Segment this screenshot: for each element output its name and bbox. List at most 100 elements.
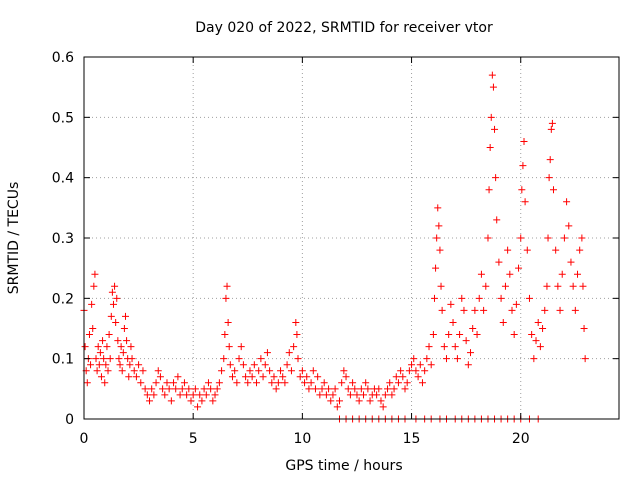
data-point xyxy=(467,349,475,357)
data-point xyxy=(105,331,113,339)
y-tick-label: 0 xyxy=(65,412,74,428)
data-point xyxy=(453,355,461,363)
data-point xyxy=(261,361,269,369)
data-point xyxy=(83,379,91,387)
data-point xyxy=(305,385,313,393)
data-point xyxy=(285,349,293,357)
data-point xyxy=(521,198,529,206)
data-point xyxy=(307,379,315,387)
x-tick-label: 20 xyxy=(512,431,530,447)
data-point xyxy=(357,385,365,393)
data-point xyxy=(266,367,274,375)
y-tick-label: 0.2 xyxy=(52,291,74,307)
data-point xyxy=(257,355,265,363)
data-point xyxy=(139,367,147,375)
data-point xyxy=(445,331,453,339)
data-point xyxy=(123,337,131,345)
data-point xyxy=(484,234,492,242)
data-point xyxy=(458,294,466,302)
data-point xyxy=(401,385,409,393)
data-point xyxy=(94,343,102,351)
data-point xyxy=(547,125,555,133)
data-point xyxy=(146,397,154,405)
data-point xyxy=(515,264,523,272)
data-point xyxy=(495,258,503,266)
x-tick-label: 15 xyxy=(403,431,421,447)
data-point xyxy=(335,397,343,405)
data-point xyxy=(198,397,206,405)
data-point xyxy=(156,373,164,381)
data-point xyxy=(327,397,335,405)
data-point xyxy=(331,385,339,393)
data-point xyxy=(475,294,483,302)
data-point xyxy=(349,379,357,387)
data-point xyxy=(228,373,236,381)
data-point xyxy=(246,367,254,375)
data-point xyxy=(196,391,204,399)
data-point xyxy=(536,343,544,351)
y-tick-label: 0.6 xyxy=(52,50,74,66)
data-point xyxy=(118,367,126,375)
data-point xyxy=(191,385,199,393)
data-point xyxy=(384,385,392,393)
data-point xyxy=(81,343,89,351)
data-point xyxy=(451,343,459,351)
data-point xyxy=(226,361,234,369)
data-point xyxy=(518,186,526,194)
data-point xyxy=(277,367,285,375)
data-point xyxy=(510,331,518,339)
data-point xyxy=(399,373,407,381)
data-point xyxy=(418,379,426,387)
data-point xyxy=(272,385,280,393)
data-point xyxy=(346,391,354,399)
data-point xyxy=(423,355,431,363)
data-point xyxy=(170,379,178,387)
data-point xyxy=(375,385,383,393)
data-point xyxy=(115,355,123,363)
data-point xyxy=(270,373,278,381)
data-point xyxy=(178,385,186,393)
data-points xyxy=(80,71,589,423)
plot-frame xyxy=(83,56,620,420)
data-point xyxy=(379,403,387,411)
data-point xyxy=(316,391,324,399)
data-point xyxy=(163,379,171,387)
data-point xyxy=(104,367,112,375)
data-point xyxy=(381,391,389,399)
data-point xyxy=(569,282,577,290)
data-point xyxy=(460,306,468,314)
data-point xyxy=(92,355,100,363)
data-point xyxy=(364,385,372,393)
data-point xyxy=(501,282,509,290)
data-point xyxy=(209,397,217,405)
data-point xyxy=(397,367,405,375)
data-point xyxy=(239,361,247,369)
data-point xyxy=(493,216,501,224)
data-point xyxy=(183,391,191,399)
data-point xyxy=(506,270,514,278)
data-point xyxy=(517,234,525,242)
data-point xyxy=(392,373,400,381)
x-axis-label: GPS time / hours xyxy=(285,458,402,474)
data-point xyxy=(141,385,149,393)
data-point xyxy=(421,367,429,375)
data-point xyxy=(436,246,444,254)
data-point xyxy=(292,318,300,326)
y-axis-label: SRMTID / TECUs xyxy=(6,182,22,295)
data-point xyxy=(242,373,250,381)
data-point xyxy=(174,373,182,381)
data-point xyxy=(185,385,193,393)
data-point xyxy=(403,379,411,387)
data-point xyxy=(351,385,359,393)
data-point xyxy=(116,361,124,369)
y-tick-label: 0.3 xyxy=(52,231,74,247)
data-point xyxy=(499,318,507,326)
data-point xyxy=(233,379,241,387)
data-point xyxy=(408,361,416,369)
data-point xyxy=(150,391,158,399)
data-point xyxy=(102,361,110,369)
data-point xyxy=(487,113,495,121)
data-point xyxy=(189,391,197,399)
data-point xyxy=(255,367,263,375)
data-point xyxy=(491,125,499,133)
